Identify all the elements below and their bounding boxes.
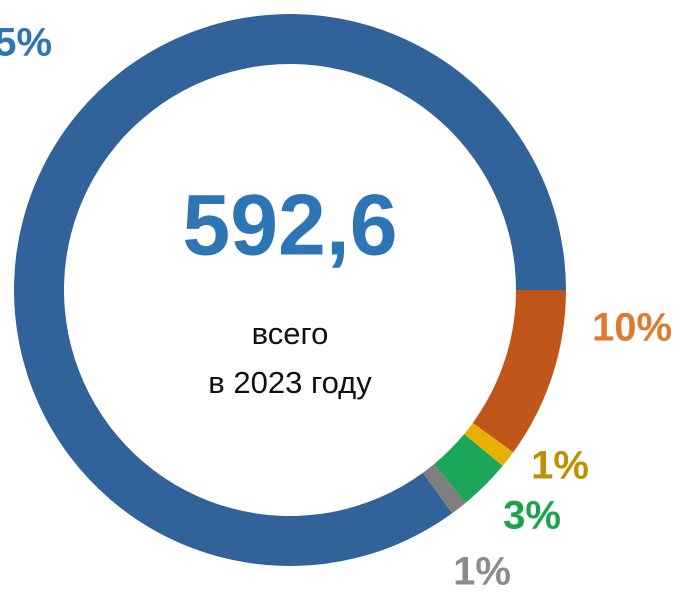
center-line: всего — [252, 316, 329, 351]
donut-segment — [464, 422, 514, 466]
data-label: 3% — [503, 494, 561, 538]
data-label: 1% — [531, 444, 589, 488]
donut-segment — [422, 464, 466, 514]
center-value: 592,6 — [182, 178, 397, 274]
center-line: в 2023 году — [208, 365, 372, 400]
donut-segment — [434, 434, 503, 503]
donut-segment — [472, 290, 566, 453]
data-label: 10% — [592, 306, 672, 350]
data-label: 85% — [0, 21, 52, 65]
data-label: 1% — [453, 550, 511, 593]
